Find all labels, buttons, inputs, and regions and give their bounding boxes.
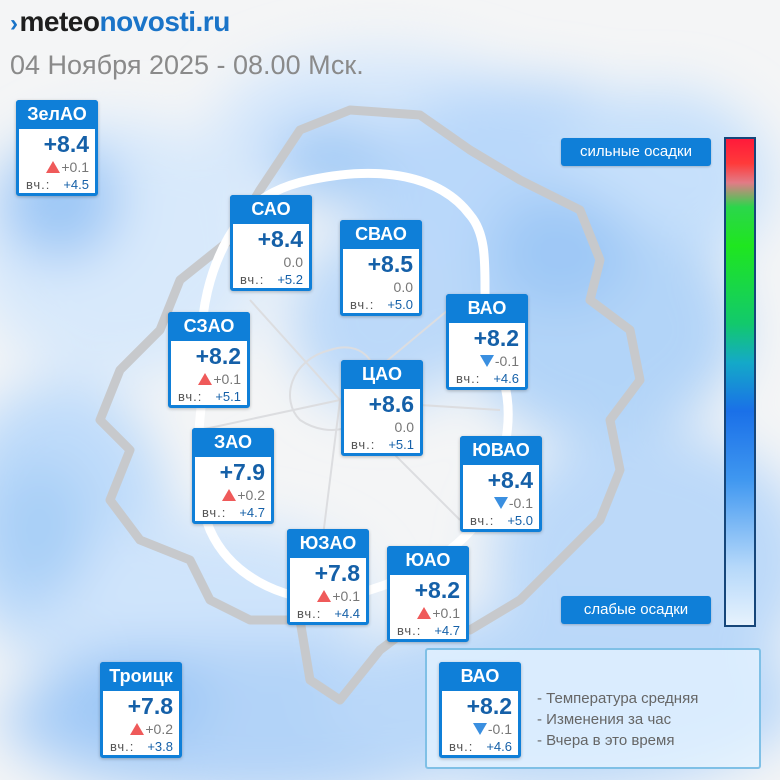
district-yesterday: вч.: +5.1: [178, 389, 241, 404]
arrow-up-icon: [317, 590, 332, 602]
district-change: +0.1: [46, 159, 89, 175]
district-change: -0.1: [493, 495, 533, 511]
district-temp: +8.4: [487, 467, 533, 493]
district-name: САО: [230, 195, 312, 224]
district-temp: +7.8: [314, 560, 360, 586]
district-card-vao: ВАО +8.2 -0.1 вч.: +4.6: [446, 294, 528, 390]
district-yesterday: вч.: +4.7: [397, 623, 460, 638]
district-yesterday: вч.: +5.0: [470, 513, 533, 528]
arrow-up-icon: [130, 723, 145, 735]
district-yesterday: вч.: +3.8: [110, 739, 173, 754]
district-name: ЦАО: [341, 360, 423, 389]
district-change: +0.1: [317, 588, 360, 604]
district-name: СВАО: [340, 220, 422, 249]
district-change: +0.1: [417, 605, 460, 621]
district-card-sao: САО +8.4 0.0 вч.: +5.2: [230, 195, 312, 291]
legend-box: ВАО +8.2 -0.1 вч.: +4.6 - Температура сре…: [425, 648, 761, 769]
district-yesterday: вч.: +5.1: [351, 437, 414, 452]
district-card-szao: СЗАО +8.2 +0.1 вч.: +5.1: [168, 312, 250, 408]
district-change: 0.0: [394, 419, 414, 435]
district-temp: +8.2: [195, 343, 241, 369]
district-change: -0.1: [479, 353, 519, 369]
precip-strong-label: сильные осадки: [561, 138, 711, 166]
district-temp: +8.6: [368, 391, 414, 417]
arrow-down-icon: [493, 497, 508, 509]
arrow-up-icon: [222, 489, 237, 501]
district-temp: +8.5: [367, 251, 413, 277]
district-yesterday: вч.: +4.6: [456, 371, 519, 386]
district-yesterday: вч.: +5.2: [240, 272, 303, 287]
brand-arrow-icon: ›: [10, 10, 18, 37]
district-temp: +8.4: [43, 131, 89, 157]
district-change: 0.0: [393, 279, 413, 295]
precip-weak-label: слабые осадки: [561, 596, 711, 624]
brand-part1: meteo: [19, 6, 100, 37]
district-card-yuvao: ЮВАО +8.4 -0.1 вч.: +5.0: [460, 436, 542, 532]
arrow-up-icon: [46, 161, 61, 173]
district-yesterday: вч.: +4.5: [26, 177, 89, 192]
district-yesterday: вч.: +4.4: [297, 606, 360, 621]
district-card-cao: ЦАО +8.6 0.0 вч.: +5.1: [341, 360, 423, 456]
district-change: -0.1: [472, 721, 512, 737]
legend-lines: - Температура средняя - Изменения за час…: [537, 688, 698, 751]
arrow-up-icon: [417, 607, 432, 619]
district-temp: +8.2: [466, 693, 512, 719]
brand-logo: ›meteonovosti.ru: [10, 6, 230, 38]
district-yesterday: вч.: +5.0: [350, 297, 413, 312]
district-card-zelao: ЗелАО +8.4 +0.1 вч.: +4.5: [16, 100, 98, 196]
district-card-yuzao: ЮЗАО +7.8 +0.1 вч.: +4.4: [287, 529, 369, 625]
district-name: ВАО: [446, 294, 528, 323]
district-name: ЮЗАО: [287, 529, 369, 558]
district-name: ЮАО: [387, 546, 469, 575]
arrow-down-icon: [472, 723, 487, 735]
precip-color-scale: [724, 137, 756, 627]
district-name: ЗелАО: [16, 100, 98, 129]
arrow-down-icon: [479, 355, 494, 367]
legend-line-yesterday: - Вчера в это время: [537, 732, 675, 749]
district-card-zao: ЗАО +7.9 +0.2 вч.: +4.7: [192, 428, 274, 524]
district-name: ВАО: [439, 662, 521, 691]
district-name: ЗАО: [192, 428, 274, 457]
brand-part2: novosti.ru: [99, 6, 230, 37]
district-name: СЗАО: [168, 312, 250, 341]
district-temp: +8.2: [473, 325, 519, 351]
district-yesterday: вч.: +4.6: [449, 739, 512, 754]
district-card-yuao: ЮАО +8.2 +0.1 вч.: +4.7: [387, 546, 469, 642]
legend-line-temp: - Температура средняя: [537, 690, 699, 707]
district-temp: +8.4: [257, 226, 303, 252]
district-change: +0.1: [198, 371, 241, 387]
district-change: +0.2: [130, 721, 173, 737]
datetime-label: 04 Ноября 2025 - 08.00 Мск.: [10, 50, 364, 80]
district-temp: +7.9: [219, 459, 265, 485]
district-change: +0.2: [222, 487, 265, 503]
legend-sample-card: ВАО +8.2 -0.1 вч.: +4.6: [439, 662, 521, 758]
district-card-svao: СВАО +8.5 0.0 вч.: +5.0: [340, 220, 422, 316]
district-change: 0.0: [283, 254, 303, 270]
district-yesterday: вч.: +4.7: [202, 505, 265, 520]
legend-line-change: - Изменения за час: [537, 711, 672, 728]
district-temp: +8.2: [414, 577, 460, 603]
district-name: ЮВАО: [460, 436, 542, 465]
district-temp: +7.8: [127, 693, 173, 719]
district-card-troitsk: Троицк +7.8 +0.2 вч.: +3.8: [100, 662, 182, 758]
arrow-up-icon: [198, 373, 213, 385]
district-name: Троицк: [100, 662, 182, 691]
